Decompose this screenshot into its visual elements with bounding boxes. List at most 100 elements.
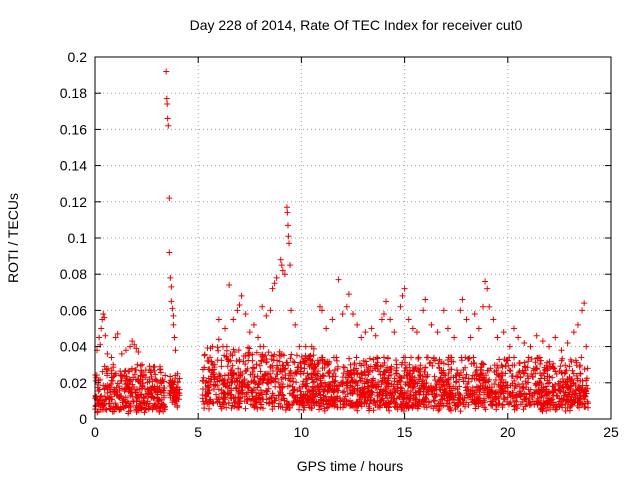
- data-point: [271, 280, 278, 287]
- data-point: [343, 303, 350, 310]
- data-point: [323, 325, 330, 332]
- x-tick-label: 0: [91, 424, 99, 440]
- data-point: [506, 343, 513, 350]
- data-point: [413, 329, 420, 336]
- data-band: [166, 372, 183, 411]
- data-point: [98, 325, 105, 332]
- data-point: [494, 334, 501, 341]
- data-points: [94, 68, 590, 394]
- grid-lines: [95, 57, 611, 419]
- x-tick-label: 5: [194, 424, 202, 440]
- data-point: [250, 321, 257, 328]
- data-point: [583, 343, 590, 350]
- data-point: [174, 370, 181, 377]
- data-point: [362, 329, 369, 336]
- data-point: [428, 321, 435, 328]
- data-point: [108, 354, 115, 361]
- data-point: [162, 372, 169, 379]
- dense-data-bands: [92, 343, 592, 417]
- data-point: [574, 321, 581, 328]
- data-point: [558, 347, 565, 354]
- data-point: [259, 303, 266, 310]
- data-point: [399, 292, 406, 299]
- data-point: [380, 311, 387, 318]
- data-point: [296, 343, 303, 350]
- data-point: [205, 358, 212, 365]
- data-point: [354, 321, 361, 328]
- x-tick-label: 25: [603, 424, 619, 440]
- data-point: [521, 339, 528, 346]
- data-point: [339, 311, 346, 318]
- data-point: [246, 329, 253, 336]
- data-point: [278, 262, 285, 269]
- data-point: [515, 334, 522, 341]
- data-point: [211, 361, 218, 368]
- data-point: [372, 332, 379, 339]
- data-point: [409, 325, 416, 332]
- data-point: [480, 303, 487, 310]
- x-tick-label: 15: [397, 424, 413, 440]
- data-point: [135, 349, 142, 356]
- data-point: [579, 307, 586, 314]
- data-point: [401, 285, 408, 292]
- data-point: [169, 305, 176, 312]
- data-band: [199, 343, 321, 414]
- data-point: [288, 307, 295, 314]
- data-point: [230, 316, 237, 323]
- data-point: [500, 329, 507, 336]
- y-tick-label: 0.1: [68, 230, 88, 246]
- data-point: [467, 334, 474, 341]
- data-point: [164, 115, 171, 122]
- data-point: [168, 283, 175, 290]
- data-point: [238, 292, 245, 299]
- data-point: [277, 256, 284, 263]
- data-point: [387, 316, 394, 323]
- data-point: [434, 329, 441, 336]
- data-point: [168, 298, 175, 305]
- data-point: [104, 350, 111, 357]
- data-point: [139, 383, 146, 390]
- data-point: [471, 311, 478, 318]
- data-point: [165, 122, 172, 129]
- data-point: [444, 325, 451, 332]
- data-point: [242, 311, 249, 318]
- data-point: [420, 307, 427, 314]
- y-tick-label: 0.14: [60, 158, 87, 174]
- x-tick-label: 10: [294, 424, 310, 440]
- data-point: [112, 334, 119, 341]
- data-point: [236, 301, 243, 308]
- data-point: [131, 341, 138, 348]
- data-point: [164, 101, 171, 108]
- data-point: [273, 274, 280, 281]
- data-point: [151, 385, 158, 392]
- data-point: [335, 276, 342, 283]
- data-point: [475, 325, 482, 332]
- axis-ticks: 0 5 10 15 20 25 0 0.02 0.04 0.06 0.08 0.1 0.12 0.14 0.…: [60, 49, 619, 440]
- data-point: [302, 352, 309, 359]
- data-point: [96, 334, 103, 341]
- data-point: [539, 338, 546, 345]
- data-point: [263, 312, 270, 319]
- data-point: [219, 343, 226, 350]
- data-point: [285, 233, 292, 240]
- y-tick-label: 0.2: [68, 49, 88, 65]
- y-tick-label: 0.16: [60, 121, 87, 137]
- data-point: [284, 222, 291, 229]
- data-point: [451, 334, 458, 341]
- data-point: [129, 338, 136, 345]
- data-point: [166, 249, 173, 256]
- data-point: [286, 240, 293, 247]
- data-point: [215, 316, 222, 323]
- data-point: [463, 316, 470, 323]
- data-point: [281, 271, 288, 278]
- data-point: [345, 291, 352, 298]
- data-point: [564, 339, 571, 346]
- data-point: [101, 314, 108, 321]
- data-point: [397, 303, 404, 310]
- data-point: [100, 311, 107, 318]
- data-point: [484, 285, 491, 292]
- data-point: [255, 334, 262, 341]
- data-point: [222, 325, 229, 332]
- data-point: [482, 278, 489, 285]
